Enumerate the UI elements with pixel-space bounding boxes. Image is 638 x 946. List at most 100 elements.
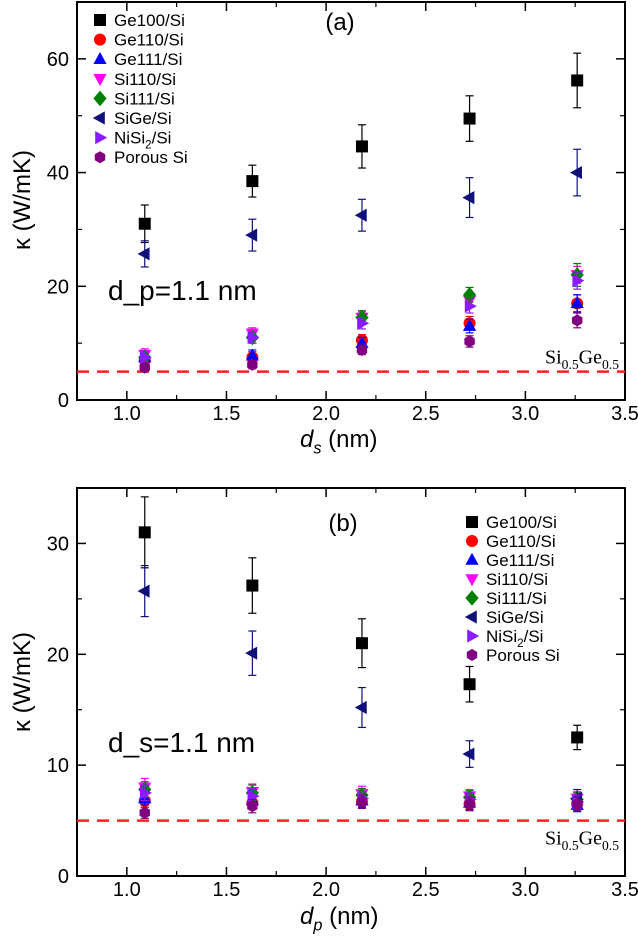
reference-line-label-part: 0.5 xyxy=(602,838,619,853)
triangle-left-marker xyxy=(569,165,582,180)
legend: Ge100/SiGe110/SiGe111/SiSi110/SiSi111/Si… xyxy=(464,513,560,665)
legend-label: SiGe/Si xyxy=(486,608,544,627)
triangle-left-marker xyxy=(462,190,475,205)
hexagon-marker xyxy=(247,800,258,813)
circle-marker xyxy=(94,33,106,46)
reference-line-label-part: Ge xyxy=(579,828,602,850)
hexagon-marker xyxy=(356,343,368,356)
series-porous-si xyxy=(139,794,583,819)
square-marker xyxy=(246,175,259,188)
hexagon-marker xyxy=(94,151,106,164)
series-nisi2-si xyxy=(139,271,585,364)
y-axis-label: κ (W/mK) xyxy=(9,150,36,250)
triangle-left-marker xyxy=(137,247,150,261)
triangle-right-marker xyxy=(357,316,370,330)
legend-label: NiSi2/Si xyxy=(486,627,543,650)
x-axis-label-part: s xyxy=(313,440,321,458)
triangle-up-marker xyxy=(245,348,259,361)
series-sige-si xyxy=(137,148,582,268)
reference-line-label-part: 0.5 xyxy=(562,838,579,853)
triangle-down-marker xyxy=(93,74,107,86)
legend-label: Porous Si xyxy=(114,148,188,167)
triangle-left-marker xyxy=(245,228,258,242)
y-tick-label: 30 xyxy=(47,533,69,555)
x-tick-label: 2.0 xyxy=(312,403,340,425)
hexagon-marker xyxy=(139,361,150,374)
x-tick-label: 1.5 xyxy=(213,403,241,425)
legend-label: Ge110/Si xyxy=(114,31,184,50)
series-ge100-si xyxy=(138,496,584,751)
panel-b: 1.0 1.5 2.0 2.5 3.0 3.50102030Si0.5Ge0.5Ge100… xyxy=(9,487,638,935)
triangle-left-marker xyxy=(462,747,475,761)
x-axis-label-part: (nm) xyxy=(322,426,378,453)
legend-label: Ge110/Si xyxy=(486,532,556,551)
legend-label: Porous Si xyxy=(486,646,560,665)
hexagon-marker xyxy=(571,314,583,327)
hexagon-marker xyxy=(247,358,258,371)
legend-label: NiSi2/Si xyxy=(114,129,171,152)
triangle-left-marker xyxy=(137,584,150,598)
square-marker xyxy=(355,140,368,153)
annotation: d_s=1.1 nm xyxy=(108,727,255,758)
legend-label: Ge100/Si xyxy=(486,513,557,532)
reference-line-label-part: 0.5 xyxy=(562,357,579,372)
y-tick-label: 60 xyxy=(47,49,69,71)
hexagon-marker xyxy=(356,795,368,808)
triangle-right-marker xyxy=(467,629,480,643)
x-tick-label: 2.0 xyxy=(312,879,340,901)
x-tick-label: 3.0 xyxy=(511,403,539,425)
legend-label-part: /Si xyxy=(524,627,544,646)
triangle-up-marker xyxy=(465,552,479,565)
x-axis-label-part: (nm) xyxy=(322,903,378,930)
square-marker xyxy=(463,112,476,125)
reference-line-label-part: Si xyxy=(545,347,562,369)
y-tick-label: 0 xyxy=(58,390,69,412)
x-tick-label: 1.0 xyxy=(113,403,141,425)
y-tick-label: 20 xyxy=(47,276,69,298)
square-marker xyxy=(94,14,106,26)
legend-label: Ge111/Si xyxy=(486,551,554,570)
hexagon-marker xyxy=(464,335,475,348)
triangle-left-marker xyxy=(464,610,477,624)
x-axis-label-part: p xyxy=(312,917,322,935)
reference-line-label: Si0.5Ge0.5 xyxy=(545,347,619,373)
x-tick-label: 2.5 xyxy=(412,879,440,901)
legend-label-part: /Si xyxy=(152,129,172,148)
square-marker xyxy=(246,579,259,592)
plot-frame xyxy=(76,1,626,401)
legend-label-part: NiSi xyxy=(114,129,145,148)
x-tick-label: 3.0 xyxy=(511,879,539,901)
annotation: d_p=1.1 nm xyxy=(108,275,257,306)
square-marker xyxy=(138,217,151,230)
x-tick-label: 3.5 xyxy=(611,403,638,425)
y-axis-label: κ (W/mK) xyxy=(9,632,36,732)
reference-line-label-part: Si xyxy=(545,828,562,850)
triangle-down-marker xyxy=(465,574,479,587)
y-tick-label: 0 xyxy=(58,866,69,888)
legend-label-part: 2 xyxy=(517,638,523,650)
legend-label: Si111/Si xyxy=(486,589,547,608)
x-axis-label: dp (nm) xyxy=(300,903,378,935)
reference-line-label: Si0.5Ge0.5 xyxy=(545,828,619,854)
y-tick-label: 40 xyxy=(47,163,69,185)
square-marker xyxy=(463,678,476,691)
triangle-left-marker xyxy=(354,208,367,222)
y-tick-label: 10 xyxy=(47,755,69,777)
x-axis-label: ds (nm) xyxy=(300,426,378,458)
x-axis-label-part: d xyxy=(300,903,314,930)
triangle-left-marker xyxy=(354,700,367,715)
series-porous-si xyxy=(139,312,583,374)
square-marker xyxy=(355,637,368,650)
legend-label: Si111/Si xyxy=(114,89,175,108)
triangle-left-marker xyxy=(92,111,105,125)
triangle-right-marker xyxy=(464,299,477,313)
triangle-right-marker xyxy=(139,786,152,800)
y-tick-label: 20 xyxy=(47,644,69,666)
hexagon-marker xyxy=(139,806,150,819)
plot-frame xyxy=(76,487,626,877)
legend-label: Ge100/Si xyxy=(114,11,185,30)
circle-marker xyxy=(466,535,478,547)
diamond-marker xyxy=(462,287,477,303)
square-marker xyxy=(571,74,584,87)
